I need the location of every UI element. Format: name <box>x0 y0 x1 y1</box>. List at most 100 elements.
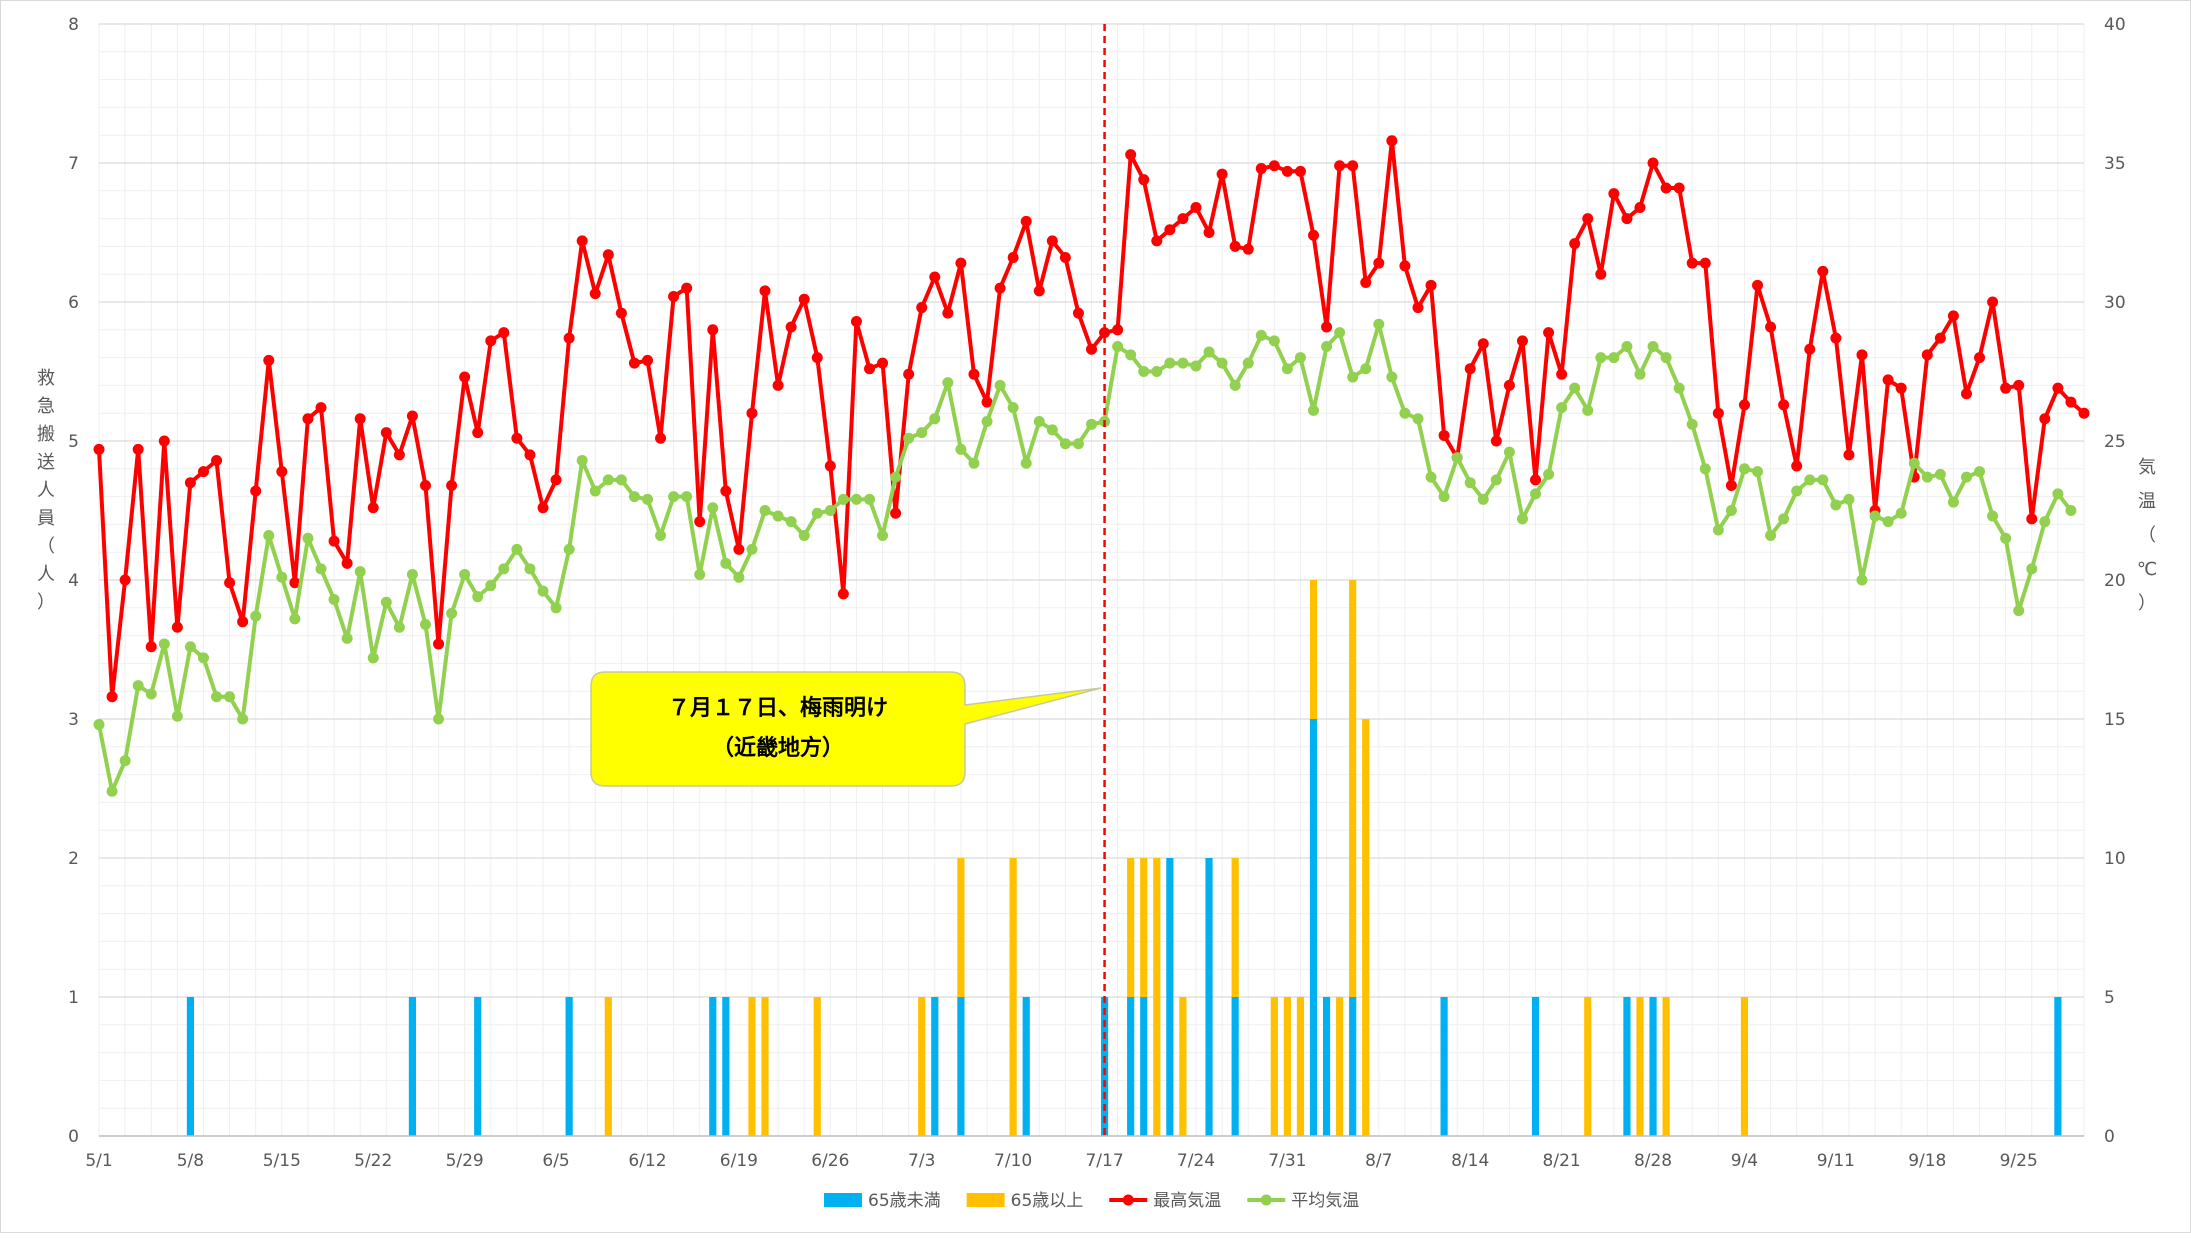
point-最高気温 <box>524 449 536 461</box>
point-最高気温 <box>2026 513 2038 525</box>
point-平均気温 <box>341 632 353 644</box>
point-最高気温 <box>929 271 941 283</box>
point-平均気温 <box>263 530 275 542</box>
point-平均気温 <box>1725 505 1737 516</box>
point-平均気温 <box>184 641 196 653</box>
point-平均気温 <box>1608 352 1620 364</box>
point-平均気温 <box>1843 493 1855 505</box>
point-平均気温 <box>824 505 836 516</box>
point-最高気温 <box>994 282 1006 294</box>
point-最高気温 <box>1308 229 1320 241</box>
point-最高気温 <box>641 354 653 366</box>
point-平均気温 <box>197 652 209 664</box>
x-tick-label: 9/11 <box>1817 1151 1855 1171</box>
x-tick-label: 5/29 <box>446 1151 484 1171</box>
point-最高気温 <box>563 332 575 344</box>
point-平均気温 <box>2026 563 2038 575</box>
point-平均気温 <box>994 379 1006 391</box>
bar-65歳未満 <box>1100 997 1109 1136</box>
point-最高気温 <box>837 588 849 600</box>
bar-65歳以上 <box>1153 858 1161 1136</box>
point-平均気温 <box>145 688 157 700</box>
point-最高気温 <box>1294 165 1306 177</box>
point-最高気温 <box>576 235 588 247</box>
point-平均気温 <box>877 530 889 542</box>
point-平均気温 <box>237 713 249 725</box>
point-最高気温 <box>1033 285 1045 297</box>
y-left-tick-label: 2 <box>68 849 79 869</box>
bar-65歳未満 <box>565 997 573 1136</box>
point-最高気温 <box>433 638 445 650</box>
point-平均気温 <box>485 580 497 592</box>
point-最高気温 <box>1203 227 1215 238</box>
bar-65歳未満 <box>709 997 717 1136</box>
point-平均気温 <box>1947 496 1959 508</box>
point-平均気温 <box>1347 371 1359 383</box>
point-最高気温 <box>1960 388 1972 400</box>
point-平均気温 <box>1007 402 1019 414</box>
point-平均気温 <box>1360 363 1372 375</box>
x-tick-label: 7/3 <box>908 1151 935 1171</box>
axis-titles: 救急搬送人員（人）気温（℃） <box>37 368 2157 614</box>
bar-65歳以上 <box>1636 997 1644 1136</box>
bar-65歳以上 <box>604 997 612 1136</box>
point-最高気温 <box>485 335 497 347</box>
point-最高気温 <box>1490 435 1502 447</box>
callout: ７月１７日、梅雨明け （近畿地方） <box>590 671 1102 787</box>
point-最高気温 <box>197 466 209 478</box>
point-平均気温 <box>1582 404 1594 416</box>
point-最高気温 <box>2000 382 2012 394</box>
point-最高気温 <box>1725 479 1737 491</box>
point-最高気温 <box>1334 160 1346 172</box>
y-right-tick-label: 10 <box>2104 849 2126 869</box>
bar-65歳未満 <box>1166 858 1174 1136</box>
legend-marker-最高気温 <box>1122 1194 1134 1206</box>
point-平均気温 <box>1386 371 1398 383</box>
bar-65歳未満 <box>1140 997 1148 1136</box>
point-最高気温 <box>1530 474 1542 486</box>
y-left-tick-label: 1 <box>68 988 79 1008</box>
x-tick-label: 8/28 <box>1634 1151 1672 1171</box>
y-left-axis-title-char: 搬 <box>37 424 55 445</box>
y-left-axis-title-char: 救 <box>37 368 55 389</box>
point-平均気温 <box>1804 474 1816 486</box>
point-最高気温 <box>1830 332 1842 344</box>
bar-65歳未満 <box>1349 997 1357 1136</box>
point-最高気温 <box>2039 413 2051 425</box>
y-left-axis-title-char: 人 <box>37 564 55 585</box>
point-最高気温 <box>655 432 667 444</box>
point-平均気温 <box>1765 530 1777 542</box>
point-平均気温 <box>2039 516 2051 528</box>
legend: 65歳未満 65歳以上 最高気温 平均気温 <box>824 1191 1359 1211</box>
point-最高気温 <box>733 543 745 555</box>
point-平均気温 <box>2000 532 2012 544</box>
x-tick-label: 9/25 <box>2000 1151 2038 1171</box>
point-最高気温 <box>145 641 157 653</box>
point-平均気温 <box>1673 382 1685 394</box>
point-最高気温 <box>406 410 418 422</box>
point-最高気温 <box>1543 327 1555 339</box>
point-平均気温 <box>641 493 653 505</box>
point-最高気温 <box>1673 182 1685 194</box>
y-right-tick-label: 40 <box>2104 15 2126 35</box>
point-平均気温 <box>1686 418 1698 430</box>
point-最高気温 <box>1177 213 1189 225</box>
point-平均気温 <box>446 607 458 619</box>
point-平均気温 <box>1451 452 1463 464</box>
y-right-tick-label: 0 <box>2104 1127 2115 1147</box>
point-最高気温 <box>1882 374 1894 386</box>
point-最高気温 <box>1556 368 1568 380</box>
point-最高気温 <box>1974 352 1986 364</box>
y-left-tick-label: 4 <box>68 571 79 591</box>
point-最高気温 <box>1503 379 1515 391</box>
point-平均気温 <box>315 563 327 575</box>
point-平均気温 <box>2065 505 2077 516</box>
point-最高気温 <box>903 368 915 380</box>
bar-65歳未満 <box>1205 858 1213 1136</box>
point-最高気温 <box>589 288 601 300</box>
point-最高気温 <box>1477 338 1489 350</box>
point-平均気温 <box>1412 413 1424 425</box>
point-最高気温 <box>668 290 680 302</box>
y-left-axis-title-char: 員 <box>37 508 55 529</box>
